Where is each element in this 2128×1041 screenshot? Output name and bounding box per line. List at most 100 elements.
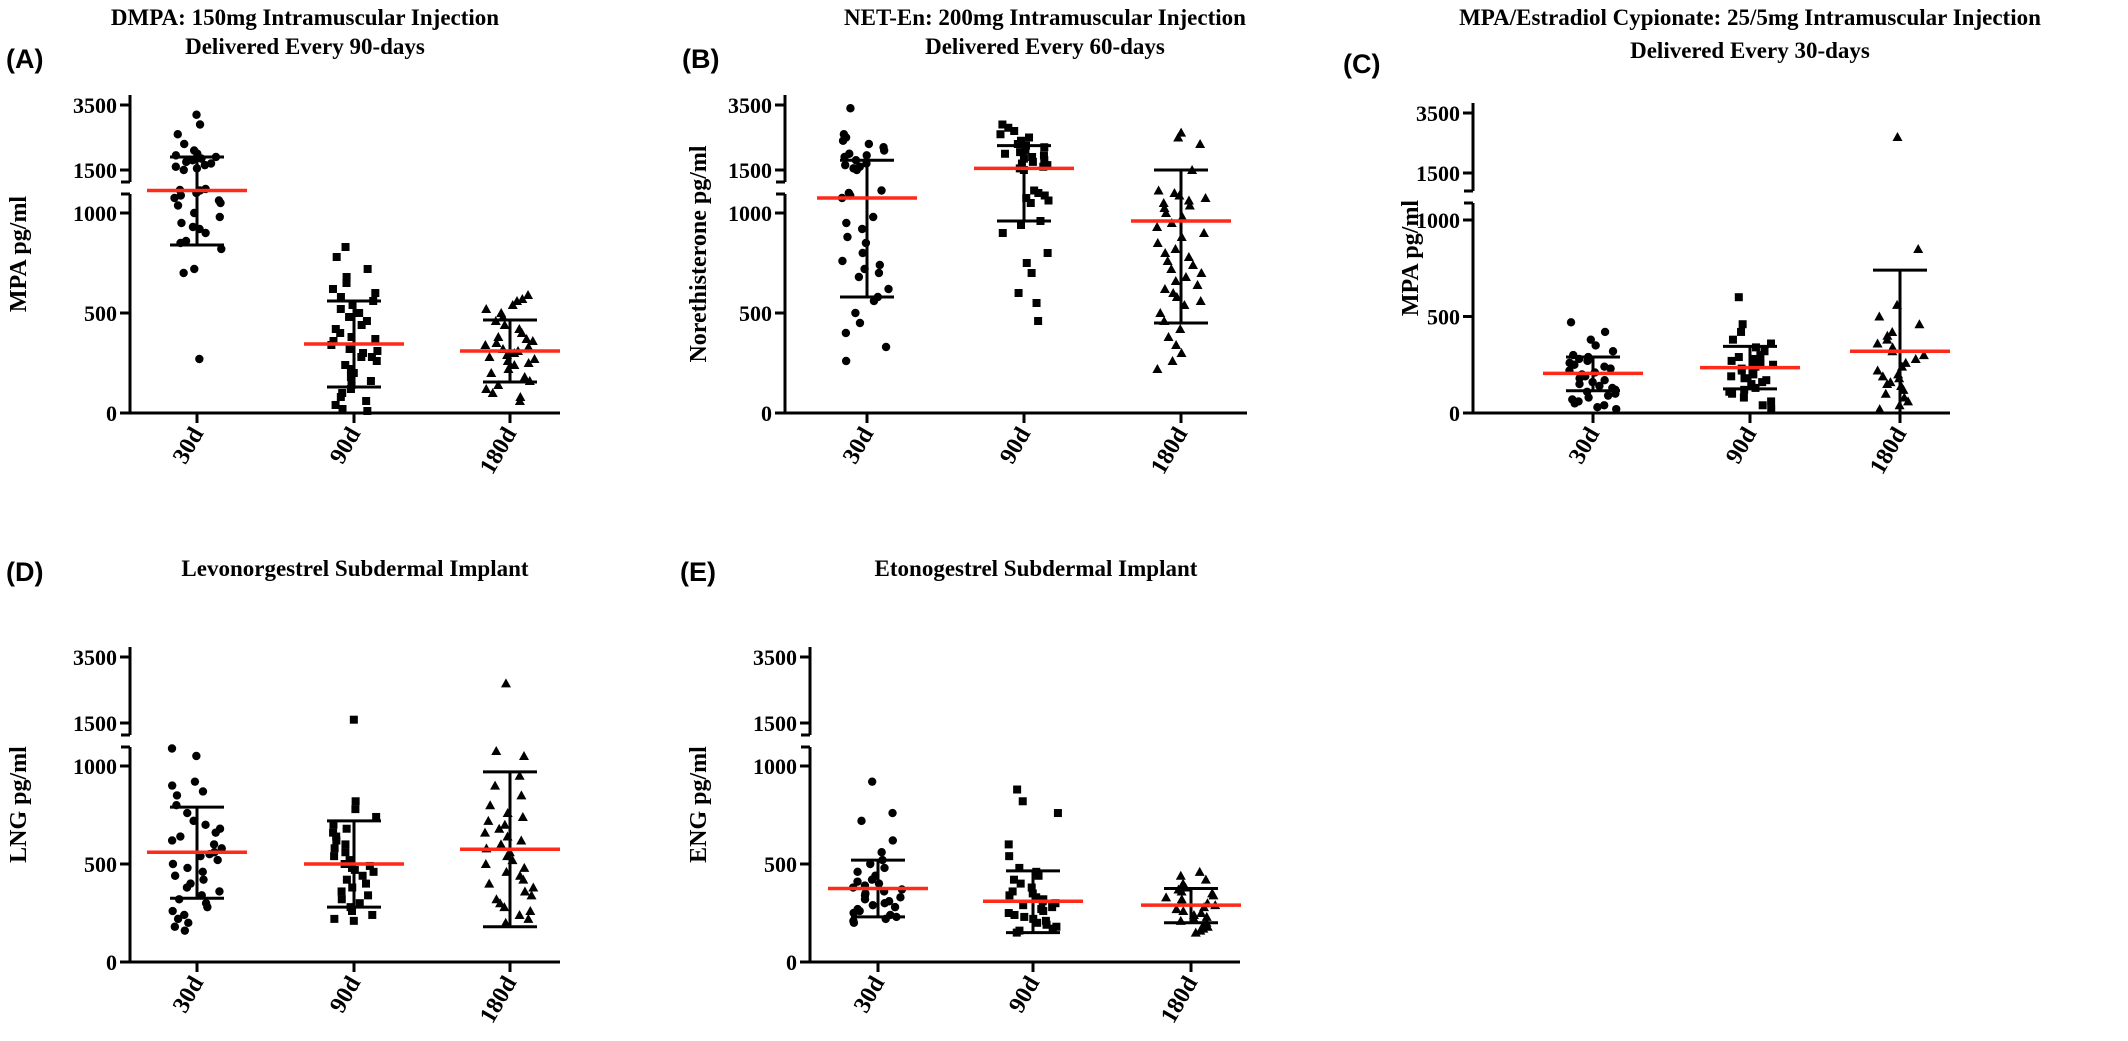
data-point xyxy=(331,401,340,409)
data-point xyxy=(342,279,351,287)
data-point xyxy=(1575,374,1584,383)
data-point xyxy=(179,139,189,149)
data-point xyxy=(183,808,192,818)
data-point xyxy=(1566,318,1576,327)
data-point xyxy=(167,836,177,845)
data-point xyxy=(880,863,889,873)
data-point xyxy=(347,333,356,341)
data-point xyxy=(884,284,893,294)
data-point xyxy=(516,328,527,337)
y-tick-label: 3500 xyxy=(1416,101,1460,126)
data-point xyxy=(1756,351,1765,360)
data-point xyxy=(1167,356,1178,365)
data-point xyxy=(1022,194,1031,202)
x-tick-label: 30d xyxy=(1564,422,1606,468)
data-point xyxy=(1033,918,1042,927)
data-point xyxy=(337,887,346,896)
data-point xyxy=(328,285,337,293)
data-point xyxy=(842,218,851,228)
data-point xyxy=(341,243,350,251)
data-point xyxy=(1584,393,1593,402)
data-point xyxy=(348,907,357,916)
data-point xyxy=(526,890,537,900)
data-point xyxy=(172,791,182,800)
data-point xyxy=(1017,159,1026,168)
y-tick-label: 0 xyxy=(786,950,797,975)
data-point xyxy=(1591,341,1600,350)
data-point xyxy=(373,347,382,355)
data-point xyxy=(996,130,1005,139)
data-point xyxy=(1872,338,1883,348)
data-point xyxy=(1022,259,1031,267)
data-point xyxy=(342,875,351,884)
data-point xyxy=(1583,356,1592,366)
data-point xyxy=(495,898,506,908)
data-point xyxy=(176,832,185,841)
data-point xyxy=(490,780,501,790)
data-point xyxy=(209,840,219,849)
x-tick-label: 30d xyxy=(849,971,891,1017)
data-point xyxy=(843,232,852,242)
data-point xyxy=(855,318,865,328)
data-point xyxy=(201,820,210,829)
data-point xyxy=(1874,311,1885,321)
data-group-30d xyxy=(817,104,917,366)
data-group-30d xyxy=(1543,318,1643,414)
y-axis-label: MPA pg/ml xyxy=(1398,200,1424,317)
data-point xyxy=(866,859,875,869)
data-point xyxy=(1170,244,1181,253)
data-point xyxy=(1892,132,1903,141)
data-point xyxy=(1014,289,1023,297)
data-point xyxy=(1004,123,1013,132)
y-tick-label: 1000 xyxy=(728,201,772,226)
data-point xyxy=(217,244,226,254)
data-point xyxy=(1575,379,1584,389)
y-tick-label: 500 xyxy=(1427,305,1460,330)
data-point xyxy=(1175,324,1186,333)
data-point xyxy=(493,380,504,389)
data-point xyxy=(1918,350,1929,360)
data-point xyxy=(528,882,539,892)
data-point xyxy=(512,296,523,305)
data-point xyxy=(346,385,355,393)
data-point xyxy=(330,852,339,861)
data-point xyxy=(1200,874,1211,884)
y-tick-label: 0 xyxy=(106,401,117,426)
data-point xyxy=(1740,374,1749,383)
data-point xyxy=(173,201,183,210)
data-point xyxy=(1738,320,1747,329)
data-group-30d xyxy=(147,110,247,364)
data-point xyxy=(369,867,378,876)
data-point xyxy=(1013,785,1022,794)
data-point xyxy=(173,914,183,924)
data-point xyxy=(864,139,874,149)
data-point xyxy=(1158,198,1169,207)
y-tick-label: 500 xyxy=(84,301,117,326)
data-point xyxy=(1042,920,1051,929)
data-group-90d xyxy=(983,785,1083,937)
data-point xyxy=(516,790,527,800)
panel-title-line: Delivered Every 30-days xyxy=(1630,38,1870,63)
data-point xyxy=(862,151,871,160)
data-point xyxy=(173,130,182,139)
data-point xyxy=(1034,317,1043,325)
data-point xyxy=(1750,354,1759,363)
data-point xyxy=(517,811,528,821)
data-point xyxy=(1737,366,1746,375)
data-point xyxy=(216,198,225,208)
data-point xyxy=(215,887,224,896)
data-point xyxy=(1015,863,1024,872)
x-tick-label: 30d xyxy=(168,422,210,468)
data-point xyxy=(1032,299,1041,307)
data-point xyxy=(896,893,905,902)
data-point xyxy=(1013,140,1022,148)
data-group-30d xyxy=(147,744,247,935)
data-point xyxy=(1005,891,1014,900)
data-point xyxy=(170,871,180,880)
y-tick-label: 0 xyxy=(761,401,772,426)
data-point xyxy=(1028,157,1037,166)
data-point xyxy=(358,871,367,880)
data-point xyxy=(213,855,222,865)
data-point xyxy=(217,844,226,853)
